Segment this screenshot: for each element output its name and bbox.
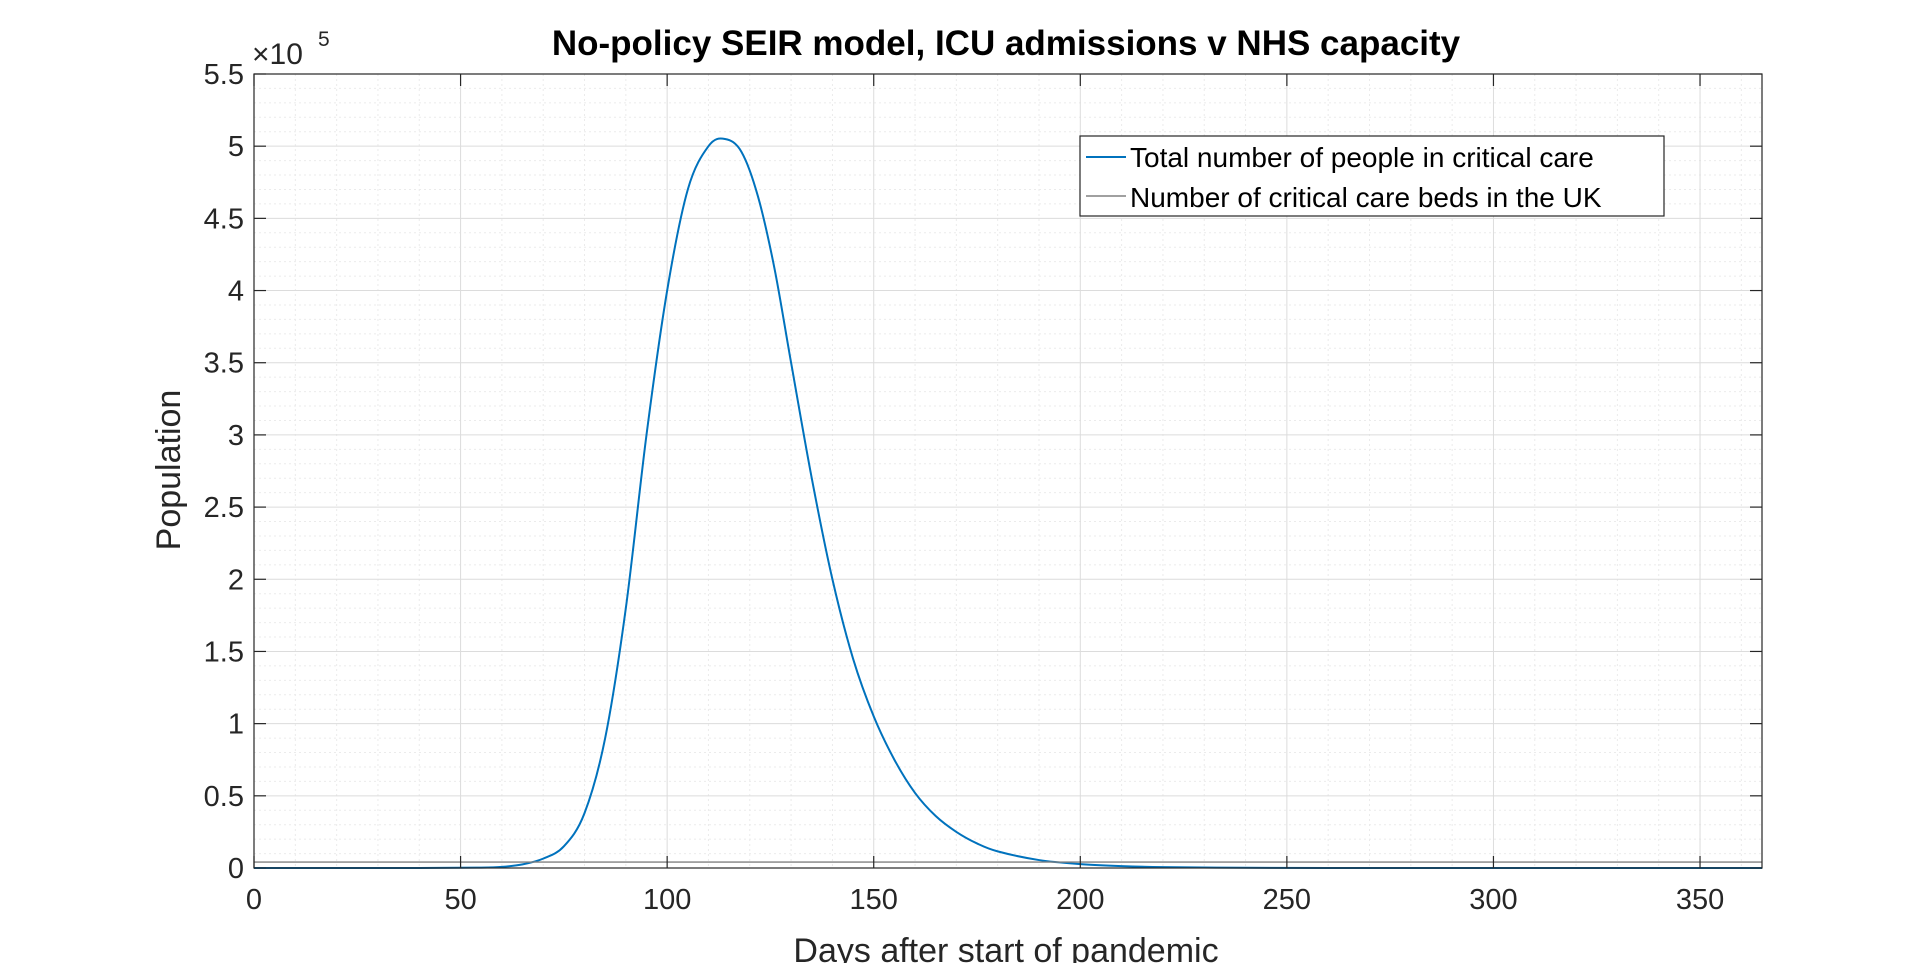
legend: Total number of people in critical care … bbox=[1079, 135, 1665, 217]
y-tick-label: 4 bbox=[228, 276, 244, 308]
legend-label-beds: Number of critical care beds in the UK bbox=[1130, 182, 1602, 213]
axes-box bbox=[253, 73, 1763, 869]
x-tick-label: 350 bbox=[1676, 884, 1724, 916]
minor-grid bbox=[254, 74, 1762, 868]
x-tick-label: 0 bbox=[246, 884, 262, 916]
y-tick-label: 0 bbox=[228, 853, 244, 885]
y-tick-label: 1.5 bbox=[204, 636, 244, 668]
x-axis-ticks: 0 50 100 150 200 250 300 350 bbox=[246, 74, 1724, 916]
series-line-critical-care bbox=[254, 137, 1762, 870]
y-tick-label: 3.5 bbox=[204, 348, 244, 380]
legend-label-critical-care: Total number of people in critical care bbox=[1130, 142, 1594, 173]
x-tick-label: 100 bbox=[643, 884, 691, 916]
y-tick-label: 0.5 bbox=[204, 781, 244, 813]
x-tick-label: 300 bbox=[1469, 884, 1517, 916]
legend-box bbox=[1079, 135, 1665, 217]
y-tick-label: 2 bbox=[228, 564, 244, 596]
series-layer bbox=[254, 137, 1762, 870]
y-axis-ticks: 0 0.5 1 1.5 2 2.5 3 3.5 4 4.5 5 5.5 bbox=[204, 59, 1762, 885]
y-exponent-power: 5 bbox=[318, 28, 330, 51]
y-tick-label: 5.5 bbox=[204, 59, 244, 91]
y-axis-exponent: ×10 5 bbox=[252, 28, 330, 71]
y-tick-label: 5 bbox=[228, 131, 244, 163]
y-exponent-multiplier: ×10 bbox=[252, 38, 303, 71]
chart-title: No-policy SEIR model, ICU admissions v N… bbox=[552, 24, 1461, 63]
x-axis-label: Days after start of pandemic bbox=[793, 932, 1218, 963]
y-tick-label: 1 bbox=[228, 709, 244, 741]
axes-layer bbox=[253, 73, 1763, 869]
y-axis-label: Population bbox=[150, 390, 188, 551]
y-tick-label: 3 bbox=[228, 420, 244, 452]
y-tick-label: 4.5 bbox=[204, 203, 244, 235]
y-tick-label: 2.5 bbox=[204, 492, 244, 524]
x-tick-label: 200 bbox=[1056, 884, 1104, 916]
x-tick-label: 150 bbox=[850, 884, 898, 916]
x-tick-label: 50 bbox=[444, 884, 476, 916]
x-tick-label: 250 bbox=[1263, 884, 1311, 916]
